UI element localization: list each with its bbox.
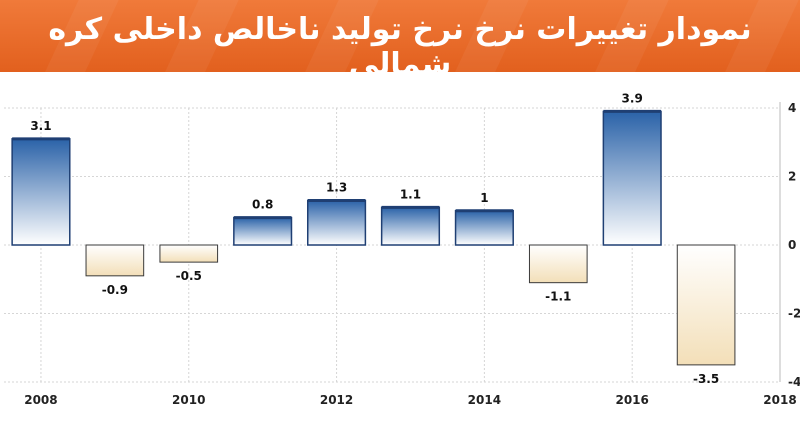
chart-title: نمودار تغییرات نرخ نرخ تولید ناخالص داخل… (48, 12, 752, 72)
x-tick-label: 2010 (172, 393, 205, 407)
bar-2011 (233, 216, 293, 246)
x-tick-label: 2008 (24, 393, 57, 407)
data-label-2010: -0.5 (176, 269, 202, 283)
axes: 4 2 0 -2 -4 2008 2010 2012 2014 2016 2018 (24, 101, 800, 407)
x-tick-label: 2012 (320, 393, 353, 407)
data-label-2014: 1 (480, 191, 488, 205)
bar-chart: 3.1 -0.9 -0.5 0.8 1.3 1.1 1 -1.1 3.9 -3.5 4 2 0 -2 -4… (4, 91, 800, 407)
x-tick-label: 2018 (763, 393, 796, 407)
data-label-2013: 1.1 (400, 187, 421, 201)
y-tick-label: 2 (788, 170, 796, 184)
bars (11, 109, 736, 366)
x-tick-label: 2016 (615, 393, 648, 407)
y-tick-label: 0 (788, 238, 796, 252)
bar-2016 (602, 110, 662, 246)
data-label-2012: 1.3 (326, 180, 347, 194)
bar-2008 (11, 138, 71, 246)
data-label-2011: 0.8 (252, 198, 273, 212)
bar-2014 (454, 210, 514, 246)
bar-2009 (85, 244, 145, 277)
x-tick-label: 2014 (468, 393, 501, 407)
data-label-2016: 3.9 (622, 91, 643, 105)
y-tick-label: 4 (788, 101, 796, 115)
y-tick-label: -4 (788, 375, 800, 389)
data-label-2009: -0.9 (102, 283, 128, 297)
bar-2013 (380, 206, 441, 246)
bar-2015 (528, 244, 588, 284)
bar-2017 (676, 244, 736, 366)
y-tick-label: -2 (788, 307, 800, 321)
bar-2010 (159, 244, 219, 263)
data-labels: 3.1 -0.9 -0.5 0.8 1.3 1.1 1 -1.1 3.9 -3.5 (30, 91, 719, 385)
data-label-2008: 3.1 (30, 119, 51, 133)
data-label-2017: -3.5 (693, 372, 719, 386)
bar-2012 (306, 199, 367, 246)
title-banner: نمودار تغییرات نرخ نرخ تولید ناخالص داخل… (0, 0, 800, 72)
data-label-2015: -1.1 (545, 290, 571, 304)
